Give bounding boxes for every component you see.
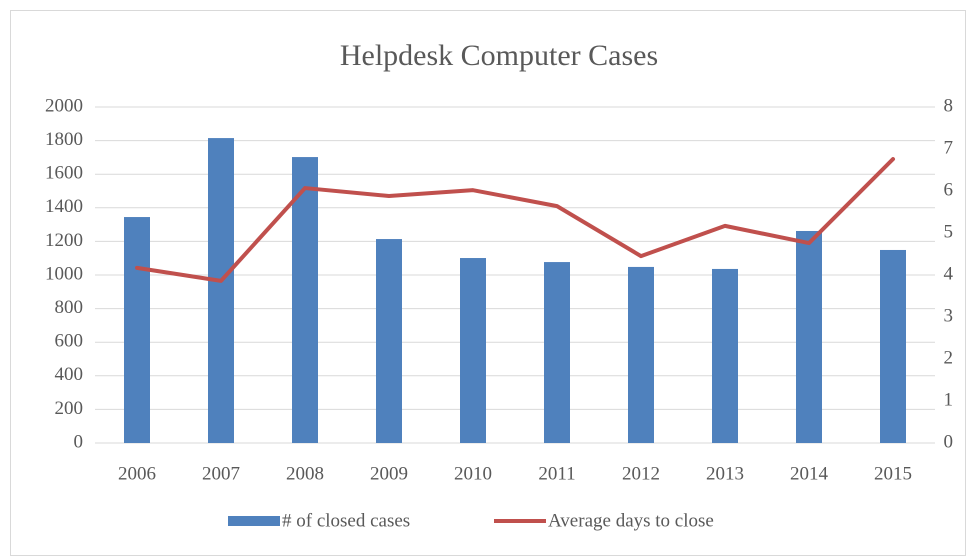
y-tick-label: 1000: [45, 263, 83, 284]
y2-tick-label: 0: [944, 431, 954, 452]
x-tick-label: 2011: [538, 463, 575, 484]
x-tick-label: 2014: [790, 463, 829, 484]
y-tick-label: 2000: [45, 95, 83, 116]
x-tick-label: 2008: [286, 463, 324, 484]
x-tick-label: 2013: [706, 463, 744, 484]
bar: [376, 239, 402, 443]
y2-tick-label: 5: [944, 221, 954, 242]
y-tick-label: 400: [55, 364, 84, 385]
y-tick-label: 1400: [45, 196, 83, 217]
x-tick-label: 2007: [202, 463, 240, 484]
y2-tick-label: 2: [944, 347, 954, 368]
y2-tick-label: 1: [944, 389, 954, 410]
y-tick-label: 0: [74, 431, 84, 452]
y-tick-label: 600: [55, 331, 84, 352]
bar: [292, 157, 318, 443]
y2-tick-label: 8: [944, 95, 954, 116]
y2-tick-label: 4: [944, 263, 954, 284]
bar: [544, 262, 570, 443]
line-series: [135, 157, 895, 283]
bar: [880, 249, 906, 443]
bar: [460, 258, 486, 443]
bar: [208, 138, 234, 443]
y2-tick-label: 6: [944, 179, 954, 200]
bar: [712, 268, 738, 443]
legend-label: # of closed cases: [282, 510, 410, 531]
chart-title: Helpdesk Computer Cases: [340, 39, 658, 72]
y-tick-label: 200: [55, 398, 84, 419]
y2-tick-label: 3: [944, 305, 954, 326]
legend-swatch: [228, 516, 280, 526]
y-tick-label: 1800: [45, 129, 83, 150]
legend-label: Average days to close: [548, 510, 714, 531]
x-tick-label: 2012: [622, 463, 660, 484]
y2-tick-label: 7: [944, 137, 954, 158]
bar: [124, 217, 150, 443]
x-tick-label: 2010: [454, 463, 492, 484]
y-tick-label: 1200: [45, 230, 83, 251]
y-tick-label: 800: [55, 297, 84, 318]
bar: [796, 230, 822, 443]
x-tick-label: 2006: [118, 463, 156, 484]
x-tick-label: 2009: [370, 463, 408, 484]
y-tick-label: 1600: [45, 163, 83, 184]
bar: [628, 266, 654, 443]
x-tick-label: 2015: [874, 463, 912, 484]
